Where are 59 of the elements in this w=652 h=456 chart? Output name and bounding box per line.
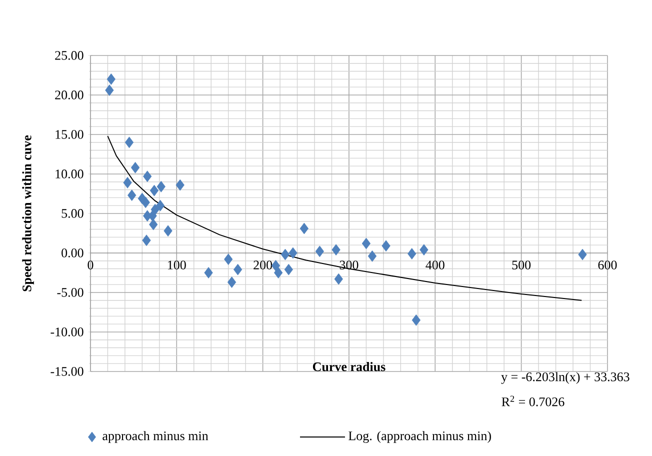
y-tick-label: 10.00 [56, 170, 84, 178]
point [274, 267, 283, 278]
point [420, 244, 428, 256]
point [130, 162, 140, 174]
point [105, 84, 114, 96]
point [148, 210, 157, 222]
x-tick-label: 600 [598, 260, 617, 270]
point [408, 248, 416, 260]
x-tick-label: 400 [426, 260, 444, 270]
point [382, 240, 390, 252]
x-tick-label: 200 [254, 260, 272, 270]
point [106, 73, 116, 85]
point [271, 260, 280, 272]
line-series [107, 136, 582, 301]
point [300, 222, 308, 234]
text: y = -6.203ln(x) + 33.363 [501, 372, 630, 384]
x-tick-label: 500 [512, 260, 531, 270]
y-tick-label: 25.00 [55, 51, 84, 60]
point [143, 170, 152, 182]
point [332, 244, 340, 256]
x-tick-label: 100 [168, 260, 186, 270]
point [128, 190, 136, 202]
point [176, 179, 184, 191]
point [578, 248, 587, 260]
y-tick-label: 15.00 [56, 130, 84, 139]
point [284, 264, 293, 276]
point [150, 184, 159, 196]
point [124, 136, 134, 148]
text: R$^{2}$ = 0.7026 [502, 396, 564, 406]
point [156, 200, 165, 212]
point [204, 267, 213, 278]
y-tick-label: -15.00 [50, 367, 84, 376]
point [234, 264, 242, 276]
point [280, 248, 290, 260]
point [227, 276, 236, 288]
point [368, 250, 377, 262]
point [315, 246, 324, 258]
legend-label: Log. (approach minus min) [348, 431, 491, 443]
point [224, 254, 233, 265]
point [141, 196, 150, 208]
y-tick-label: 5.00 [62, 209, 84, 218]
y-tick-label: -5.00 [57, 288, 84, 297]
point [288, 247, 298, 259]
point [123, 176, 132, 188]
y-axis-title: Speed reduction within cuve [22, 135, 34, 292]
point [412, 314, 421, 326]
x-tick-label: 0 [88, 260, 94, 270]
x-axis-title: Curve radius [312, 362, 386, 372]
point [156, 180, 166, 192]
point [362, 238, 371, 250]
y-tick-label: 20.00 [55, 90, 84, 100]
legend-label: approach minus min [102, 431, 208, 443]
point [334, 273, 343, 285]
point [142, 234, 151, 246]
y-tick-label: 0.00 [62, 248, 84, 258]
point [164, 225, 172, 237]
point [149, 218, 158, 230]
y-tick-label: -10.00 [50, 328, 84, 336]
x-tick-label: 300 [340, 260, 358, 270]
